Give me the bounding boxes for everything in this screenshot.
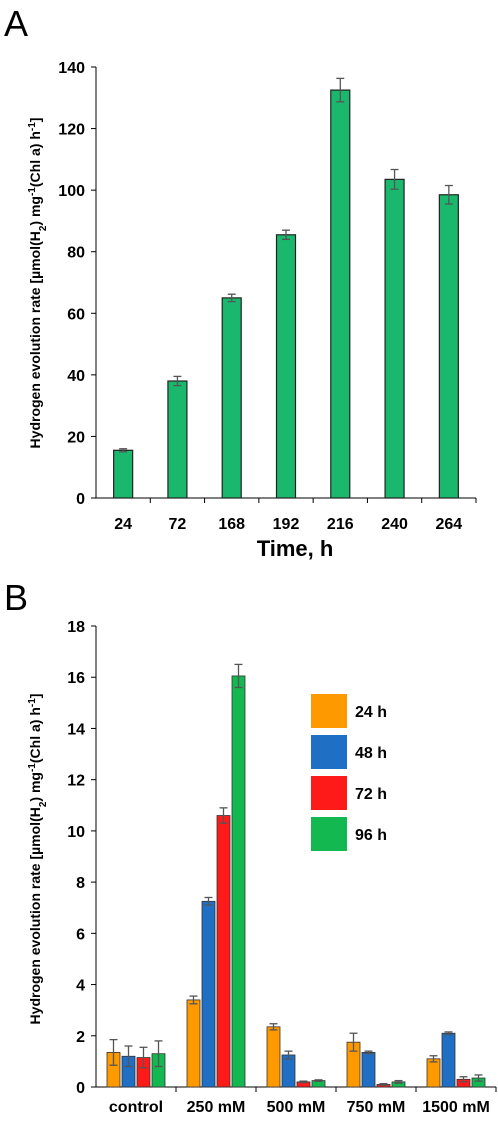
y-tick-label: 6 bbox=[76, 926, 85, 943]
x-tick-label: 1500 mM bbox=[422, 1099, 490, 1116]
panel-b-label: B bbox=[4, 577, 28, 618]
panel-b-y-axis-title: Hydrogen evolution rate [µmol(H2) mg-1(C… bbox=[27, 694, 49, 1025]
bar bbox=[426, 1058, 441, 1088]
legend-label: 48 h bbox=[355, 745, 387, 762]
bar bbox=[231, 675, 246, 1088]
bar bbox=[361, 1052, 376, 1088]
bar bbox=[113, 449, 134, 499]
legend-label: 96 h bbox=[355, 827, 387, 844]
y-tick-label: 100 bbox=[58, 183, 85, 200]
x-tick-label: 24 bbox=[114, 516, 132, 533]
bar bbox=[216, 815, 231, 1088]
y-tick-label: 60 bbox=[67, 306, 85, 323]
legend: 24 h 48 h 72 h 96 h bbox=[311, 694, 387, 851]
y-tick-label: 12 bbox=[67, 773, 85, 790]
bar bbox=[221, 297, 242, 499]
x-tick-label: 500 mM bbox=[267, 1099, 326, 1116]
x-tick-label: 192 bbox=[273, 516, 300, 533]
bar bbox=[275, 234, 297, 499]
bar bbox=[330, 89, 351, 499]
panel-a: A Hydrogen evolution rate [µmol(H2) mg-1… bbox=[4, 3, 477, 561]
bar bbox=[281, 1054, 296, 1088]
x-tick-label: 216 bbox=[327, 516, 354, 533]
y-tick-label: 140 bbox=[58, 60, 85, 77]
x-tick-label: 750 mM bbox=[347, 1099, 406, 1116]
bar bbox=[186, 999, 201, 1088]
y-tick-label: 20 bbox=[67, 429, 85, 446]
legend-label: 24 h bbox=[355, 704, 387, 721]
y-tick-label: 80 bbox=[67, 245, 85, 262]
bar bbox=[201, 900, 216, 1088]
legend-swatch bbox=[311, 817, 347, 851]
panel-a-label: A bbox=[4, 3, 28, 44]
bar bbox=[441, 1032, 456, 1088]
y-tick-label: 16 bbox=[67, 670, 85, 687]
bar bbox=[438, 194, 459, 499]
y-tick-label: 8 bbox=[76, 875, 85, 892]
y-tick-label: 18 bbox=[67, 619, 85, 636]
x-tick-label: 240 bbox=[381, 516, 408, 533]
y-tick-label: 120 bbox=[58, 122, 85, 139]
bar bbox=[167, 380, 188, 499]
legend-label: 72 h bbox=[355, 786, 387, 803]
legend-swatch bbox=[311, 776, 347, 810]
panel-b: B Hydrogen evolution rate [µmol(H2) mg-1… bbox=[4, 577, 497, 1116]
panel-a-y-axis-title: Hydrogen evolution rate [µmol(H2) mg-1(C… bbox=[27, 118, 49, 449]
y-tick-label: 0 bbox=[76, 1080, 85, 1097]
legend-swatch bbox=[311, 735, 347, 769]
y-tick-label: 0 bbox=[76, 491, 85, 508]
x-tick-label: 168 bbox=[218, 516, 245, 533]
y-tick-label: 10 bbox=[67, 824, 85, 841]
y-tick-label: 14 bbox=[67, 721, 85, 738]
y-tick-label: 40 bbox=[67, 368, 85, 385]
bar bbox=[266, 1026, 281, 1088]
x-tick-label: control bbox=[109, 1099, 163, 1116]
x-tick-label: 264 bbox=[436, 516, 463, 533]
y-tick-label: 4 bbox=[76, 978, 85, 995]
x-tick-label: 250 mM bbox=[187, 1099, 246, 1116]
legend-swatch bbox=[311, 694, 347, 728]
panel-a-x-axis-title: Time, h bbox=[257, 536, 334, 561]
y-tick-label: 2 bbox=[76, 1029, 85, 1046]
bar bbox=[384, 178, 405, 499]
x-tick-label: 72 bbox=[169, 516, 187, 533]
